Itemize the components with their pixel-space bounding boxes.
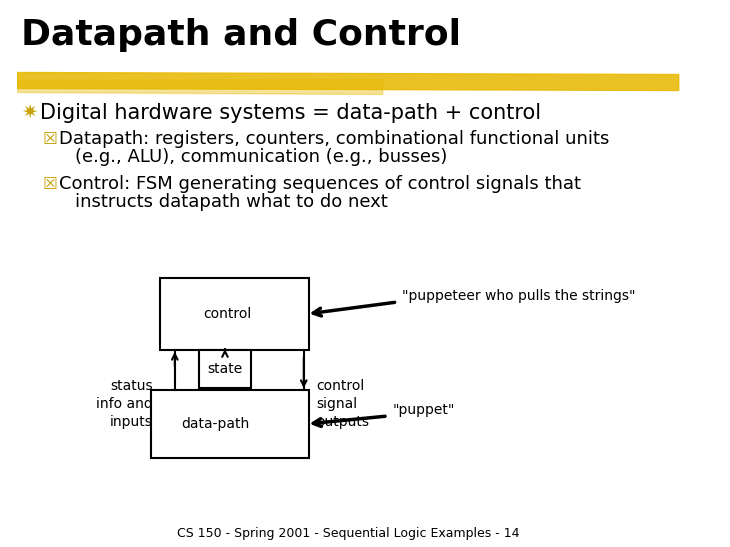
Text: ✷: ✷ [21,103,37,122]
Text: data-path: data-path [181,417,250,431]
Text: (e.g., ALU), communication (e.g., busses): (e.g., ALU), communication (e.g., busses… [75,148,447,166]
Text: ☒: ☒ [43,175,58,193]
Bar [161,278,309,350]
Text: "puppeteer who pulls the strings": "puppeteer who pulls the strings" [402,289,636,303]
Text: Datapath and Control: Datapath and Control [21,18,461,52]
Text: status
info and
inputs: status info and inputs [96,379,153,429]
Text: control: control [204,307,252,321]
Bar [151,390,309,458]
Text: Digital hardware systems = data-path + control: Digital hardware systems = data-path + c… [40,103,541,123]
Text: instructs datapath what to do next: instructs datapath what to do next [75,193,388,211]
Text: ☒: ☒ [43,130,58,148]
Text: control
signal
outputs: control signal outputs [316,379,369,429]
Text: Control: FSM generating sequences of control signals that: Control: FSM generating sequences of con… [59,175,581,193]
Bar [199,350,251,388]
Text: CS 150 - Spring 2001 - Sequential Logic Examples - 14: CS 150 - Spring 2001 - Sequential Logic … [177,527,520,540]
Text: state: state [207,362,242,376]
Text: Datapath: registers, counters, combinational functional units: Datapath: registers, counters, combinati… [59,130,610,148]
Text: "puppet": "puppet" [393,403,455,417]
